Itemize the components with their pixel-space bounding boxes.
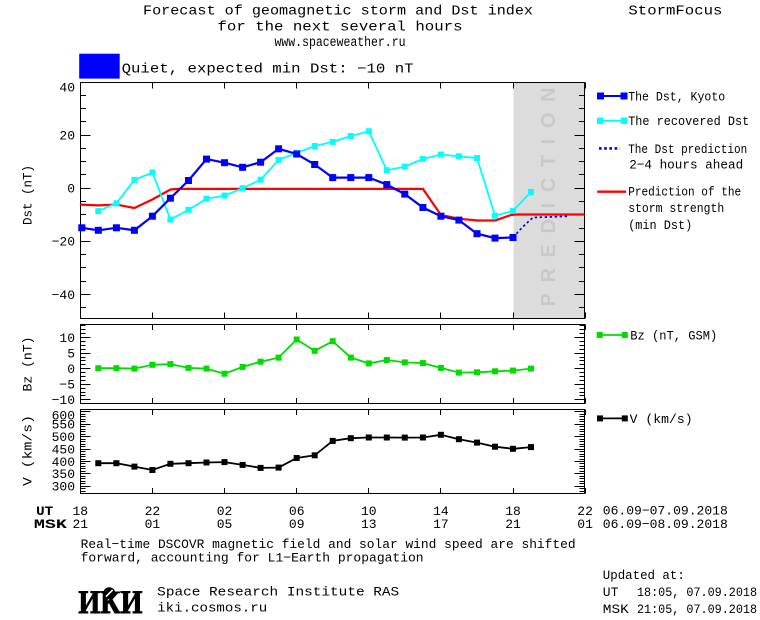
svg-text:−10: −10 [52, 393, 75, 408]
svg-text:Updated at:: Updated at: [603, 568, 685, 583]
svg-text:06: 06 [289, 504, 305, 519]
svg-text:10: 10 [59, 331, 75, 346]
svg-text:05: 05 [217, 517, 233, 532]
svg-text:21: 21 [505, 517, 521, 532]
svg-text:2−4 hours ahead: 2−4 hours ahead [629, 157, 743, 172]
svg-text:550: 550 [52, 418, 75, 433]
svg-text:600: 600 [52, 408, 75, 423]
svg-text:400: 400 [52, 455, 75, 470]
svg-text:www.spaceweather.ru: www.spaceweather.ru [275, 36, 406, 51]
svg-text:18:05, 07.09.2018: 18:05, 07.09.2018 [637, 585, 757, 600]
svg-text:02: 02 [217, 504, 233, 519]
svg-text:20: 20 [59, 128, 75, 143]
svg-text:storm strength: storm strength [628, 201, 724, 216]
svg-text:17: 17 [433, 517, 449, 532]
svg-text:StormFocus: StormFocus [628, 4, 722, 20]
svg-text:18: 18 [505, 504, 521, 519]
svg-text:21: 21 [72, 517, 88, 532]
svg-text:MSK: MSK [34, 517, 67, 532]
svg-text:V (km/s): V (km/s) [21, 415, 36, 486]
svg-text:01: 01 [577, 517, 593, 532]
svg-text:0: 0 [67, 362, 75, 377]
svg-text:Real−time DSCOVR magnetic fiel: Real−time DSCOVR magnetic field and sola… [81, 537, 576, 552]
svg-text:Quiet, expected min Dst: −10 n: Quiet, expected min Dst: −10 nT [122, 62, 414, 78]
svg-text:09: 09 [289, 517, 305, 532]
svg-text:iki.cosmos.ru: iki.cosmos.ru [157, 601, 267, 616]
svg-text:−5: −5 [59, 378, 75, 393]
svg-text:The Dst, Kyoto: The Dst, Kyoto [628, 89, 725, 104]
svg-text:18: 18 [72, 504, 88, 519]
svg-text:UT: UT [36, 504, 53, 519]
svg-text:Dst (nT): Dst (nT) [21, 165, 36, 225]
svg-text:MSK: MSK [603, 602, 629, 617]
svg-text:10: 10 [361, 504, 377, 519]
svg-text:0: 0 [67, 182, 75, 197]
svg-text:The recovered Dst: The recovered Dst [628, 114, 749, 129]
svg-text:UT: UT [603, 585, 619, 600]
svg-text:Bz (nT, GSM): Bz (nT, GSM) [630, 329, 717, 344]
svg-text:V (km/s): V (km/s) [630, 412, 693, 427]
svg-text:300: 300 [52, 480, 75, 495]
svg-text:500: 500 [52, 430, 75, 445]
svg-text:06.09−08.09.2018: 06.09−08.09.2018 [603, 517, 728, 532]
svg-text:Space Research Institute RAS: Space Research Institute RAS [157, 585, 399, 600]
svg-text:forward, accounting for L1−Ear: forward, accounting for L1−Earth propaga… [81, 550, 424, 565]
svg-text:13: 13 [361, 517, 377, 532]
svg-text:14: 14 [433, 504, 449, 519]
svg-text:−20: −20 [52, 235, 75, 250]
svg-text:Prediction of the: Prediction of the [628, 185, 741, 200]
svg-text:Bz (nT): Bz (nT) [21, 337, 36, 392]
svg-text:−40: −40 [52, 288, 75, 303]
svg-text:for the next several hours: for the next several hours [218, 20, 463, 36]
svg-text:The Dst prediction: The Dst prediction [628, 142, 747, 157]
svg-text:350: 350 [52, 467, 75, 482]
svg-text:06.09−07.09.2018: 06.09−07.09.2018 [603, 504, 728, 519]
svg-text:(min Dst): (min Dst) [628, 218, 692, 233]
svg-text:22: 22 [145, 504, 161, 519]
svg-text:40: 40 [59, 80, 75, 95]
svg-text:5: 5 [67, 346, 75, 361]
svg-text:21:05, 07.09.2018: 21:05, 07.09.2018 [637, 602, 757, 617]
svg-text:Forecast of geomagnetic storm: Forecast of geomagnetic storm and Dst in… [143, 4, 533, 20]
svg-text:450: 450 [52, 442, 75, 457]
svg-text:22: 22 [577, 504, 593, 519]
svg-text:01: 01 [145, 517, 161, 532]
